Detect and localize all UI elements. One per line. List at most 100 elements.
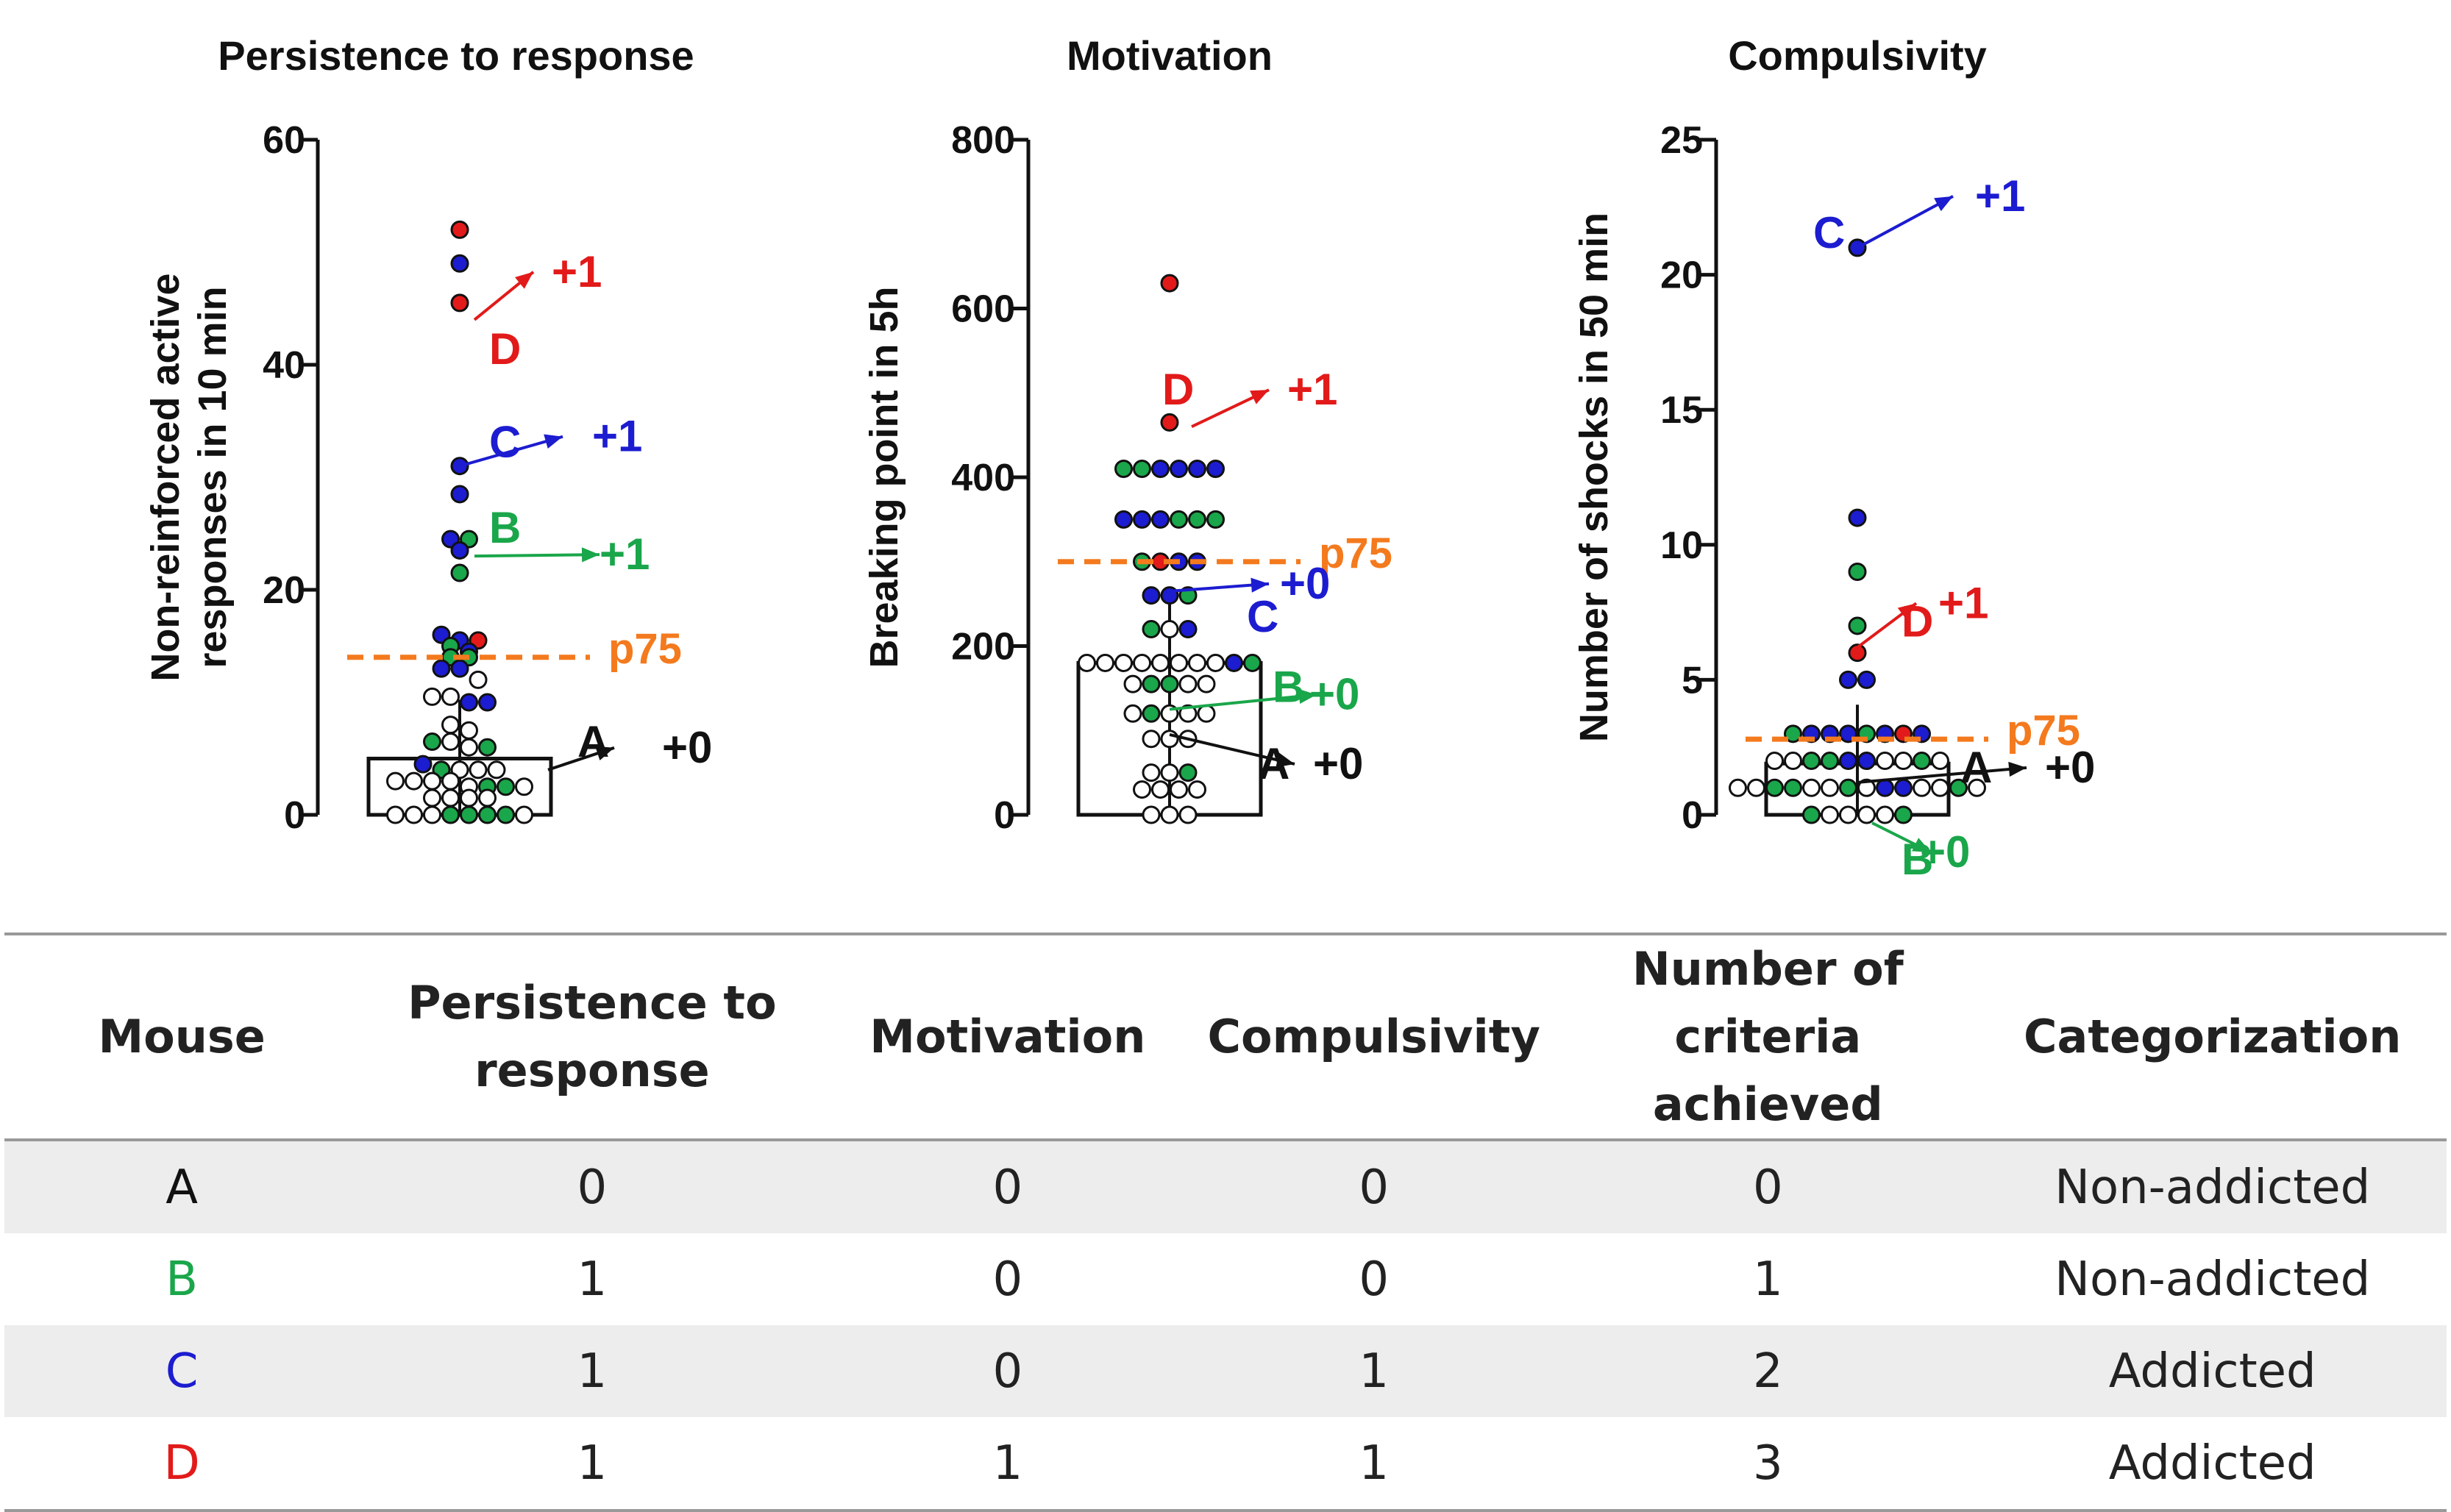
- arrowhead-icon: [1250, 390, 1269, 404]
- annotation-letter: C: [489, 418, 521, 467]
- data-point: [478, 788, 497, 807]
- data-point: [1142, 704, 1161, 723]
- data-point: [1821, 752, 1839, 771]
- cell-motivation: 0: [992, 1252, 1023, 1307]
- data-point: [1848, 616, 1867, 635]
- cell-mouse: A: [166, 1160, 199, 1215]
- annotation-score: +1: [552, 247, 602, 296]
- arrowhead-icon: [1912, 838, 1931, 853]
- arrowhead-icon: [1897, 603, 1916, 620]
- data-point: [1170, 510, 1188, 529]
- y-tick-label: 400: [951, 457, 1015, 499]
- data-point: [1894, 752, 1913, 771]
- data-point: [460, 788, 478, 807]
- arrowhead-icon: [544, 434, 563, 449]
- data-point: [1876, 805, 1894, 824]
- data-point: [1876, 778, 1894, 797]
- arrowhead-icon: [595, 746, 614, 760]
- data-point: [405, 805, 423, 824]
- data-point: [450, 563, 469, 582]
- y-tick-label: 600: [951, 288, 1015, 331]
- header-mouse: Mouse: [98, 1010, 266, 1063]
- arrowhead-icon: [2008, 761, 2027, 777]
- data-point: [441, 732, 460, 752]
- data-point: [1160, 805, 1179, 824]
- annotation-score: +0: [1313, 739, 1363, 788]
- cell-mouse: D: [163, 1436, 200, 1491]
- data-point: [1857, 752, 1876, 771]
- annotation-score: +0: [1309, 670, 1359, 719]
- y-tick-label: 20: [263, 569, 305, 612]
- data-point: [450, 485, 469, 504]
- annotation-letter: A: [1258, 739, 1289, 788]
- cell-persistence: 0: [577, 1160, 608, 1215]
- data-point: [1160, 763, 1179, 782]
- data-point: [1839, 778, 1857, 797]
- criteria-table: Mouse Persistence to response Motivation…: [4, 932, 2447, 1512]
- data-point: [1197, 674, 1216, 693]
- y-tick-label: 5: [1682, 659, 1703, 702]
- data-point: [1931, 752, 1949, 771]
- arrowhead-icon: [581, 547, 600, 563]
- data-point: [1206, 510, 1225, 529]
- y-tick-label: 40: [263, 344, 305, 387]
- data-point: [1096, 653, 1114, 672]
- data-point: [1151, 460, 1170, 479]
- criteria-table-container: Mouse Persistence to response Motivation…: [0, 932, 2451, 1512]
- annotation-score: +1: [1287, 365, 1337, 414]
- annotation-arrow: [1857, 195, 1954, 249]
- data-point: [423, 687, 441, 706]
- data-point: [478, 738, 497, 757]
- y-axis-label: Number of shocks in 50 min: [1572, 213, 1616, 742]
- data-point: [1142, 763, 1161, 782]
- data-point: [1206, 653, 1225, 672]
- data-point: [1170, 780, 1188, 799]
- annotation-letter: D: [1902, 596, 1933, 646]
- annotation-letter: C: [1247, 592, 1278, 641]
- data-point: [423, 732, 441, 752]
- y-tick-label: 200: [951, 626, 1015, 668]
- cell-compulsivity: 1: [1359, 1344, 1390, 1399]
- annotation-letter: D: [489, 324, 521, 374]
- arrowhead-icon: [515, 271, 533, 289]
- data-point: [1968, 778, 1986, 797]
- data-point: [1784, 724, 1802, 743]
- data-point: [1802, 778, 1821, 797]
- y-tick-label: 10: [1660, 524, 1703, 567]
- data-point: [1839, 670, 1857, 689]
- annotation-score: +0: [2045, 743, 2095, 792]
- y-tick-label: 25: [1660, 119, 1703, 162]
- data-point: [1197, 704, 1216, 723]
- chart-title: Motivation: [1067, 32, 1273, 79]
- data-point: [460, 738, 478, 757]
- header-categorization: Categorization: [2023, 1010, 2402, 1063]
- data-point: [386, 771, 405, 791]
- data-point: [1160, 413, 1179, 432]
- cell-persistence: 1: [577, 1344, 608, 1399]
- y-tick-label: 60: [263, 119, 305, 162]
- data-point: [432, 659, 451, 678]
- annotation-letter: A: [1960, 743, 1992, 792]
- annotation-arrow: [459, 435, 563, 468]
- annotation-arrow: [1857, 766, 2027, 784]
- data-point: [1133, 653, 1151, 672]
- data-point: [1151, 780, 1170, 799]
- data-point: [460, 693, 478, 712]
- annotation-letter: B: [1902, 835, 1933, 884]
- chart-2: Motivation Breaking point in 5h 0 200 400 600…: [862, 32, 1392, 837]
- cell-compulsivity: 1: [1359, 1436, 1390, 1491]
- data-point: [1178, 674, 1198, 693]
- data-point: [478, 693, 497, 712]
- data-point: [1114, 510, 1133, 529]
- p75-label: p75: [1319, 529, 1392, 577]
- data-point: [441, 788, 460, 807]
- header-compulsivity: Compulsivity: [1207, 1010, 1540, 1063]
- table-row: D 1 1 1 3 Addicted: [4, 1417, 2447, 1511]
- chart-3: Compulsivity Number of shocks in 50 min 0 5…: [1572, 32, 2095, 884]
- arrowhead-icon: [1251, 577, 1269, 593]
- data-point: [1225, 653, 1243, 672]
- data-point: [1747, 778, 1765, 797]
- annotation-score: +1: [592, 412, 642, 461]
- y-axis-label: responses in 10 min: [191, 286, 235, 668]
- cell-criteria: 0: [1752, 1160, 1783, 1215]
